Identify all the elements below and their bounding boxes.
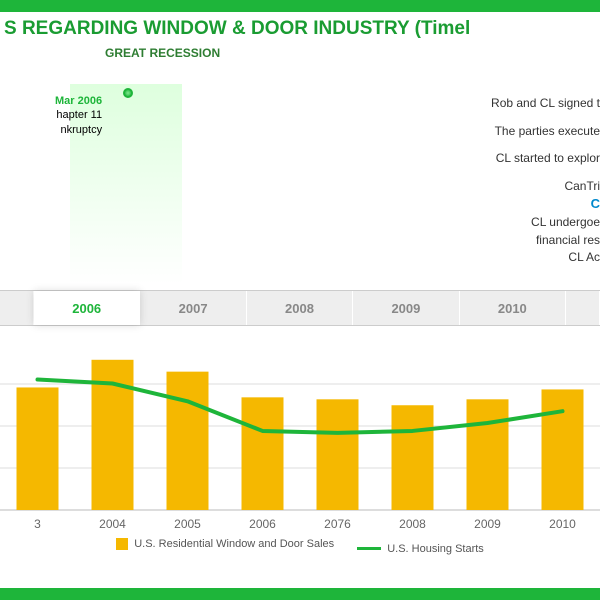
event-text-1: hapter 11 [55, 108, 102, 122]
rt-1: Rob and CL signed t [491, 96, 600, 112]
year-strip: 20062007200820092010 [0, 290, 600, 326]
year-cell[interactable]: 2010 [460, 291, 566, 325]
rt-2: The parties execute [491, 124, 600, 140]
year-cell[interactable]: 2008 [247, 291, 353, 325]
timeline-upper: Mar 2006 hapter 11 nkruptcy Rob and CL s… [0, 60, 600, 290]
svg-text:2008: 2008 [399, 517, 426, 531]
legend-bar-swatch [116, 538, 128, 550]
svg-text:2009: 2009 [474, 517, 501, 531]
svg-text:2076: 2076 [324, 517, 351, 531]
page-title: S REGARDING WINDOW & DOOR INDUSTRY (Time… [0, 12, 600, 42]
legend-bar: U.S. Residential Window and Door Sales [116, 538, 334, 550]
year-cell[interactable]: 2006 [34, 291, 140, 325]
svg-text:2005: 2005 [174, 517, 201, 531]
rt-4: CanTri [491, 179, 600, 195]
year-cell[interactable] [0, 291, 34, 325]
svg-text:3: 3 [34, 517, 41, 531]
chart-area: 3 2004 2005 2006 2076 2008 2009 2010 U.S. Resid… [0, 326, 600, 556]
right-text-block: Rob and CL signed t The parties execute … [491, 96, 600, 266]
event-date: Mar 2006 [55, 94, 102, 108]
rt-8: CL Ac [491, 250, 600, 266]
legend-line: U.S. Housing Starts [357, 543, 484, 555]
year-cell[interactable] [566, 291, 600, 325]
rt-7: financial res [491, 233, 600, 249]
chart-svg: 3 2004 2005 2006 2076 2008 2009 2010 [0, 336, 600, 536]
event-dot [123, 88, 133, 98]
legend-line-swatch [357, 547, 381, 550]
rt-6: CL undergoe [491, 215, 600, 231]
top-accent-bar [0, 0, 600, 12]
event-text-2: nkruptcy [55, 123, 102, 137]
rt-3: CL started to explor [491, 151, 600, 167]
event-2006: Mar 2006 hapter 11 nkruptcy [55, 94, 102, 137]
year-cell[interactable]: 2009 [353, 291, 459, 325]
year-cell[interactable]: 2007 [140, 291, 246, 325]
legend: U.S. Residential Window and Door Sales U… [0, 538, 600, 555]
svg-text:2004: 2004 [99, 517, 126, 531]
svg-text:2006: 2006 [249, 517, 276, 531]
legend-line-label: U.S. Housing Starts [387, 543, 484, 555]
subtitle-recession: GREAT RECESSION [0, 46, 600, 60]
legend-bar-label: U.S. Residential Window and Door Sales [134, 538, 334, 550]
svg-text:2010: 2010 [549, 517, 576, 531]
bottom-accent-bar [0, 588, 600, 600]
rt-5-blue: C [491, 196, 600, 213]
